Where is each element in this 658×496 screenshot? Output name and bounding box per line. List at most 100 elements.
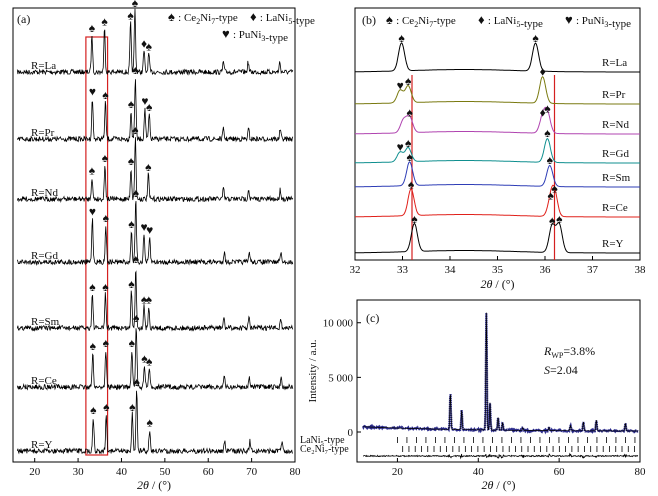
peak-marker: ♥	[397, 78, 404, 92]
peak-marker: ♥	[140, 220, 147, 234]
peak-marker: ♠	[103, 400, 110, 414]
x-tick-label: 50	[159, 466, 171, 478]
peak-marker: ♠	[89, 21, 96, 35]
peak-marker: ♥	[397, 140, 404, 154]
x-tick-label: 32	[350, 264, 361, 276]
peak-marker: ♠	[90, 403, 97, 417]
peak-marker: ♠	[141, 292, 148, 306]
x-tick-label: 20	[29, 466, 41, 478]
peak-marker: ♠	[103, 211, 110, 225]
peak-marker: ♠	[146, 39, 153, 53]
peak-marker: ♠	[146, 415, 153, 429]
peak-marker: ♠	[551, 182, 558, 196]
peak-marker: ♠	[102, 151, 109, 165]
series-label: R=Pr	[602, 89, 626, 101]
phase-row-label: Ce₂Ni₇-type	[300, 444, 349, 455]
series-label: R=Pr	[31, 127, 55, 139]
peak-marker: ♠	[129, 400, 136, 414]
zoomed-pattern-line	[355, 184, 640, 218]
peak-marker: ♠	[405, 136, 412, 150]
x-tick-label: 40	[473, 466, 485, 478]
peak-marker: ♠	[102, 88, 109, 102]
peak-marker: ♠	[141, 351, 148, 365]
series-label: R=Ce	[602, 202, 628, 214]
peak-marker: ♠	[89, 280, 96, 294]
peak-marker: ♠	[398, 31, 405, 45]
peak-marker: ♥	[146, 223, 153, 237]
x-tick-label: 36	[540, 264, 552, 276]
xrd-pattern-line	[16, 328, 294, 391]
y-tick-label: 10 000	[323, 318, 354, 330]
legend-entry: ♥ : PuNi3-type	[565, 12, 631, 30]
peak-marker: ♠	[133, 311, 140, 325]
rwp-stat: RWP=3.8%	[543, 344, 595, 360]
peak-marker: ♠	[408, 177, 415, 191]
xrd-pattern-line	[16, 8, 294, 76]
series-label: R=Y	[31, 439, 53, 451]
zoomed-pattern-line	[355, 106, 640, 135]
peak-marker: ♠	[544, 101, 551, 115]
peak-marker: ♠	[146, 100, 153, 114]
observed-pattern	[362, 312, 639, 435]
zoomed-pattern-line	[355, 221, 640, 254]
calculated-pattern	[363, 312, 638, 432]
zoomed-pattern-line	[355, 75, 640, 105]
peak-marker: ♠	[132, 0, 139, 10]
zoomed-pattern-line	[355, 42, 640, 73]
peak-marker: ♠	[547, 153, 554, 167]
peak-marker: ♠	[101, 15, 108, 29]
x-tick-label: 37	[587, 264, 599, 276]
x-tick-label: 30	[73, 466, 85, 478]
xrd-pattern-line	[16, 201, 294, 266]
peak-marker: ♠	[146, 292, 153, 306]
x-tick-label: 60	[203, 466, 215, 478]
peak-marker: ♦	[141, 36, 147, 50]
s-stat: S=2.04	[544, 363, 578, 377]
x-axis-label: 2θ / (°)	[480, 277, 514, 291]
peak-marker: ♠	[146, 354, 153, 368]
plot-frame	[356, 299, 641, 463]
series-label: R=Sm	[602, 172, 631, 184]
peak-marker: ♥	[89, 85, 96, 99]
peak-marker: ♦	[540, 106, 546, 120]
x-tick-label: 20	[392, 466, 404, 478]
x-axis-label: 2θ / (°)	[137, 478, 171, 492]
legend-entry: ♠ : Ce2Ni7-type	[168, 9, 238, 26]
zoomed-pattern-line	[355, 161, 640, 188]
x-tick-label: 80	[290, 466, 302, 478]
difference-curve	[363, 452, 639, 460]
xrd-pattern-line	[16, 390, 293, 455]
plot-frame	[12, 7, 296, 463]
peak-marker: ♠	[127, 8, 134, 22]
panel-label: (b)	[362, 13, 376, 27]
peak-marker: ♠	[548, 189, 555, 203]
series-label: R=La	[602, 57, 627, 69]
series-label: R=Sm	[31, 316, 60, 328]
y-tick-label: 0	[348, 427, 354, 439]
zoomed-pattern-line	[355, 137, 640, 164]
peak-marker: ♠	[128, 277, 135, 291]
peak-marker: ♠	[133, 375, 140, 389]
series-label: R=Nd	[602, 119, 629, 131]
peak-marker: ♠	[145, 160, 152, 174]
x-tick-label: 33	[397, 264, 409, 276]
series-label: R=Ce	[31, 375, 57, 387]
peak-marker: ♠	[128, 97, 135, 111]
peak-marker: ♠	[133, 186, 140, 200]
xrd-pattern-line	[16, 79, 294, 143]
series-label: R=Nd	[31, 187, 58, 199]
peak-marker: ♠	[132, 63, 139, 77]
x-tick-label: 80	[635, 466, 647, 478]
peak-marker: ♠	[405, 74, 412, 88]
peak-marker: ♠	[549, 213, 556, 227]
peak-marker: ♠	[133, 252, 140, 266]
peak-marker: ♥	[89, 205, 96, 219]
series-label: R=Y	[602, 238, 624, 250]
series-label: R=Gd	[31, 250, 58, 262]
peak-marker: ♠	[556, 212, 563, 226]
peak-marker: ♠	[103, 336, 110, 350]
xrd-pattern-line	[16, 137, 294, 203]
panel-b: (b) ♠ : Ce2Ni7-type ♦ : LaNi5-type ♥ : PuNi…	[350, 7, 646, 291]
xrd-pattern-line	[16, 270, 294, 332]
